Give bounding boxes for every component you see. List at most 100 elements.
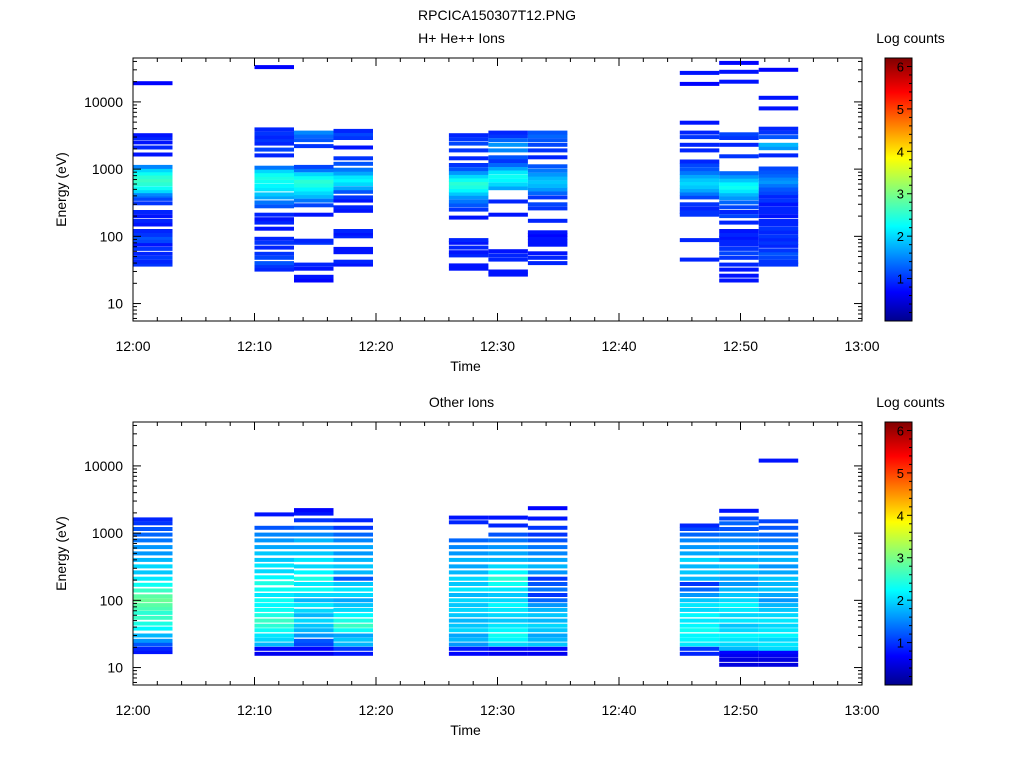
- spectrogram-cell: [294, 638, 334, 643]
- spectrogram-cell: [254, 169, 294, 174]
- spectrogram-cell: [758, 259, 799, 264]
- spectrogram-cell: [488, 545, 528, 550]
- spectrogram-cell: [527, 180, 568, 185]
- spectrogram-cell: [527, 148, 568, 153]
- spectrogram-cell: [488, 249, 528, 254]
- spectrogram-cell: [527, 557, 568, 562]
- spectrogram-cell: [679, 564, 720, 569]
- y-tick-label: 1000: [92, 525, 123, 541]
- spectrogram-cell: [133, 235, 173, 240]
- spectrogram-cell: [488, 570, 528, 575]
- spectrogram-cell: [333, 564, 373, 569]
- spectrogram-cell: [679, 623, 720, 628]
- spectrogram-cell: [133, 517, 173, 522]
- spectrogram-cell: [719, 239, 759, 244]
- spectrogram-cell: [719, 650, 759, 655]
- spectrogram-cell: [448, 603, 489, 608]
- spectrogram-cell: [527, 242, 568, 247]
- spectrogram-cell: [758, 458, 799, 463]
- spectrogram-cell: [294, 172, 334, 177]
- spectrogram-cell: [254, 261, 294, 266]
- spectrogram-cell: [294, 198, 334, 203]
- spectrogram-cell: [448, 613, 489, 618]
- spectrogram-cell: [133, 642, 173, 647]
- spectrogram-cell: [254, 141, 294, 146]
- spectrogram-cell: [448, 263, 489, 268]
- spectrogram-cell: [133, 626, 173, 631]
- spectrogram-cell: [679, 202, 720, 207]
- spectrogram-cell: [448, 181, 489, 186]
- spectrogram-cell: [254, 65, 294, 70]
- spectrogram-cell: [333, 603, 373, 608]
- spectrogram-cell: [254, 187, 294, 192]
- spectrogram-cell: [448, 191, 489, 196]
- spectrogram-cell: [758, 176, 799, 181]
- spectrogram-cell: [254, 512, 294, 517]
- spectrogram-cell: [758, 650, 799, 655]
- spectrogram-cell: [254, 217, 294, 222]
- spectrogram-cell: [254, 212, 294, 217]
- spectrogram-cell: [333, 582, 373, 586]
- spectrogram-cell: [488, 163, 528, 167]
- spectrogram-cell: [254, 618, 294, 623]
- spectrogram-cell: [719, 587, 759, 592]
- spectrogram-cell: [719, 220, 759, 225]
- spectrogram-cell: [679, 195, 720, 200]
- spectrogram-cell: [294, 603, 334, 608]
- spectrogram-cell: [333, 618, 373, 623]
- spectrogram-cell: [488, 253, 528, 258]
- spectrogram-cell: [679, 557, 720, 562]
- spectrogram-cell: [294, 587, 334, 592]
- colorbar: [884, 57, 913, 322]
- spectrogram-cell: [679, 633, 720, 638]
- spectrogram-cell: [294, 570, 334, 575]
- spectrogram-cell: [719, 235, 759, 240]
- spectrogram-cell: [333, 198, 373, 203]
- spectrogram-cell: [719, 200, 759, 205]
- spectrogram-cell: [294, 628, 334, 633]
- x-tick-label: 12:10: [237, 338, 272, 354]
- colorbar: [884, 421, 913, 686]
- spectrogram-cell: [527, 206, 568, 211]
- spectrogram-cell: [679, 142, 720, 147]
- spectrogram-cell: [758, 570, 799, 575]
- spectrogram-cell: [294, 278, 334, 283]
- spectrogram-cell: [254, 147, 294, 152]
- spectrogram-cell: [294, 618, 334, 623]
- spectrogram-cell: [527, 142, 568, 147]
- spectrogram-cell: [679, 135, 720, 140]
- spectrogram-cell: [758, 218, 799, 223]
- spectrogram-cell: [758, 183, 799, 188]
- spectrogram-cell: [133, 178, 173, 183]
- spectrogram-cell: [448, 570, 489, 575]
- spectrogram-cell: [133, 594, 173, 599]
- spectrogram-cell: [719, 273, 759, 278]
- spectrogram-cell: [719, 174, 759, 179]
- spectrogram-cell: [758, 67, 799, 72]
- spectrogram-cell: [448, 515, 489, 520]
- spectrogram-cell: [294, 508, 334, 513]
- spectrogram-cell: [527, 195, 568, 200]
- colorbar-tick-label: 5: [897, 466, 904, 481]
- spectrogram-cell: [333, 613, 373, 618]
- spectrogram-cell: [294, 651, 334, 656]
- colorbar-tick-label: 4: [897, 508, 904, 523]
- spectrogram-cell: [527, 184, 568, 188]
- spectrogram-cell: [448, 642, 489, 647]
- spectrogram-cell: [488, 538, 528, 543]
- spectrogram-cell: [758, 262, 799, 267]
- spectrogram-cell: [133, 633, 173, 638]
- spectrogram-cell: [448, 156, 489, 161]
- spectrogram-cell: [758, 173, 799, 178]
- spectrogram-cell: [254, 623, 294, 628]
- spectrogram-cell: [527, 576, 568, 581]
- spectrogram-cell: [133, 246, 173, 251]
- spectrogram-cell: [448, 637, 489, 642]
- spectrogram-cell: [758, 613, 799, 618]
- spectrogram-cell: [333, 195, 373, 200]
- spectrogram-cell: [448, 538, 489, 543]
- spectrogram-cell: [527, 130, 568, 135]
- colorbar-tick-label: 6: [897, 423, 904, 438]
- spectrogram-cell: [133, 646, 173, 651]
- spectrogram-cell: [719, 278, 759, 283]
